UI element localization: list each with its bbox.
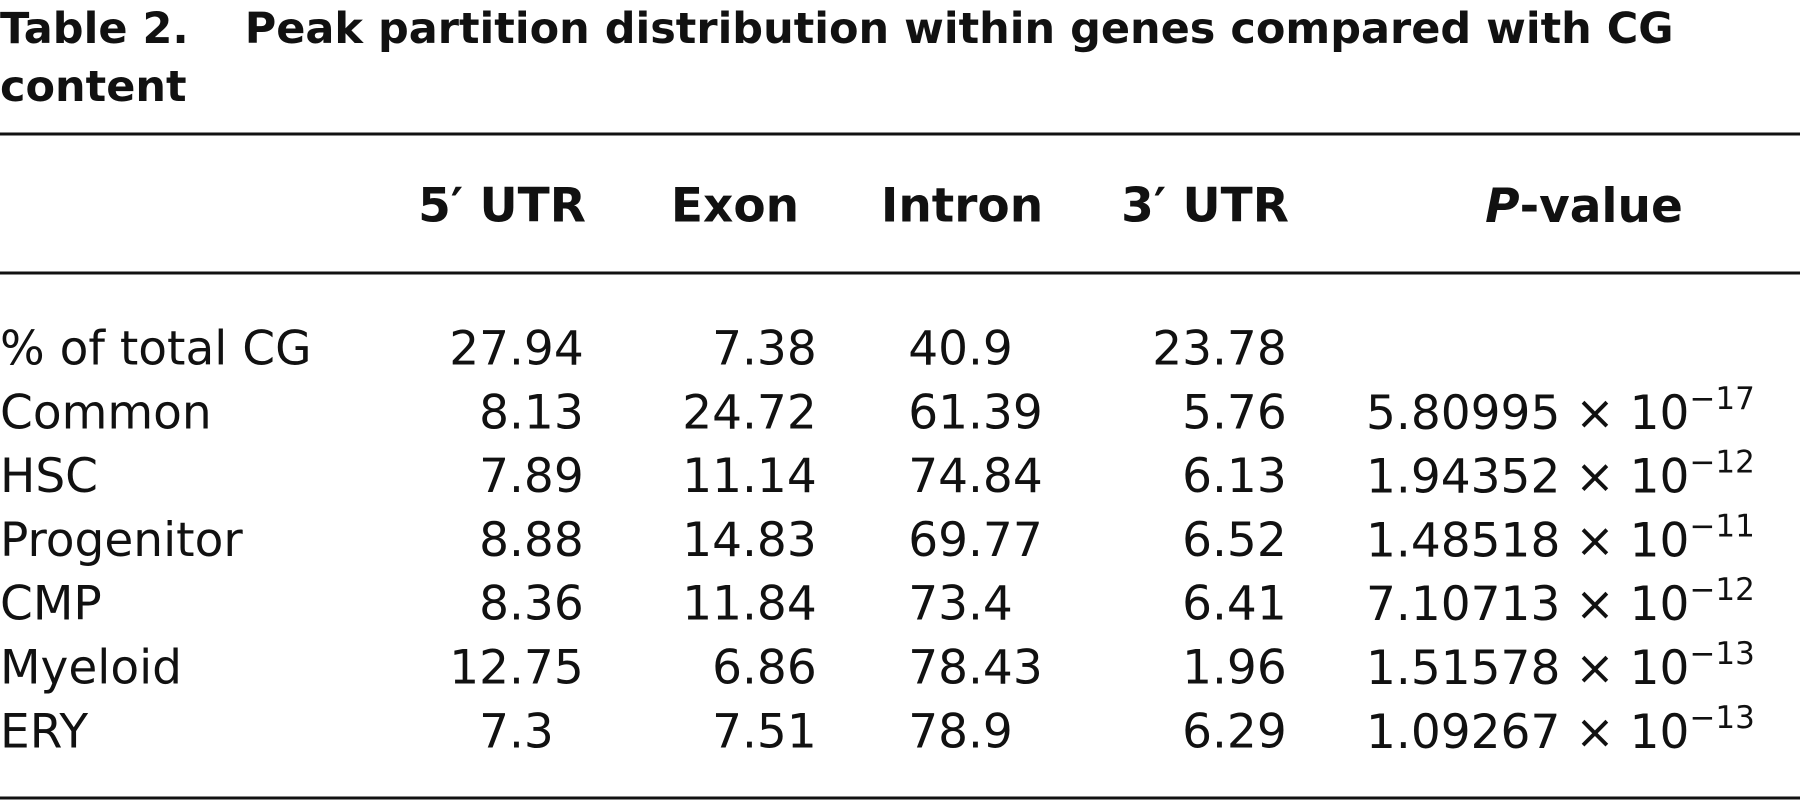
column-header: Intron [881,179,1043,234]
cell-value: 11.84 [682,577,817,632]
cell-value: 8.88 [479,513,584,568]
cell-value: 23.78 [1152,322,1287,377]
p-value-base: 7.10713 × 10 [1366,577,1689,632]
p-value: 1.09267 × 10−13 [1366,699,1755,759]
cell-value: 78.9 [908,704,1013,759]
row-label: Myeloid [0,641,182,696]
cell-value: 11.14 [682,449,817,504]
row-label: Common [0,385,212,440]
p-value-exponent: −17 [1689,380,1754,416]
cell-value: 69.77 [908,513,1043,568]
p-value-exponent: −12 [1689,572,1754,608]
cell-value: 40.9 [908,322,1013,377]
column-header: Exon [671,179,799,234]
cell-value: 24.72 [682,385,817,440]
column-header: 5′ UTR [418,179,586,234]
cell-value: 6.29 [1182,704,1287,759]
pvalue-header-italic: P [1485,179,1519,234]
p-value-base: 1.94352 × 10 [1366,449,1689,504]
cell-value: 61.39 [908,385,1043,440]
cell-value: 6.86 [712,641,817,696]
cell-value: 6.52 [1182,513,1287,568]
cell-value: 14.83 [682,513,817,568]
table-title: Peak partition distribution within genes… [0,4,1674,112]
cell-value: 7.38 [712,322,817,377]
cell-value: 12.75 [449,641,584,696]
table-label: Table 2. [0,4,189,54]
p-value-base: 5.80995 × 10 [1366,385,1689,440]
row-label: CMP [0,577,102,632]
cell-value: 7.89 [479,449,584,504]
cell-value: 8.13 [479,385,584,440]
cell-value: 74.84 [908,449,1043,504]
table-title-block: Table 2. Peak partition distribution with… [0,0,1795,116]
row-label: HSC [0,449,98,504]
cell-value: 27.94 [449,322,584,377]
p-value: 1.51578 × 10−13 [1366,636,1755,696]
column-header: 3′ UTR [1121,179,1289,234]
pvalue-header-rest: -value [1520,179,1683,234]
p-value-base: 1.51578 × 10 [1366,641,1689,696]
p-value: 1.48518 × 10−11 [1366,508,1755,568]
p-value: 7.10713 × 10−12 [1366,572,1755,632]
row-label: Progenitor [0,513,243,568]
cell-value: 78.43 [908,641,1043,696]
p-value: 1.94352 × 10−12 [1366,444,1755,504]
p-value-exponent: −13 [1689,699,1754,735]
cell-value: 7.51 [712,704,817,759]
p-value-base: 1.09267 × 10 [1366,704,1689,759]
p-value-exponent: −11 [1689,508,1754,544]
cell-value: 5.76 [1182,385,1287,440]
cell-value: 7.3 [479,704,554,759]
p-value: 5.80995 × 10−17 [1366,380,1755,440]
p-value-exponent: −12 [1689,444,1754,480]
cell-value: 6.13 [1182,449,1287,504]
cell-value: 8.36 [479,577,584,632]
p-value-exponent: −13 [1689,636,1754,672]
row-label: ERY [0,704,88,759]
cell-value: 6.41 [1182,577,1287,632]
pvalue-header: P-value [1485,179,1683,234]
p-value-base: 1.48518 × 10 [1366,513,1689,568]
row-label: % of total CG [0,322,312,377]
cell-value: 73.4 [908,577,1013,632]
cell-value: 1.96 [1182,641,1287,696]
